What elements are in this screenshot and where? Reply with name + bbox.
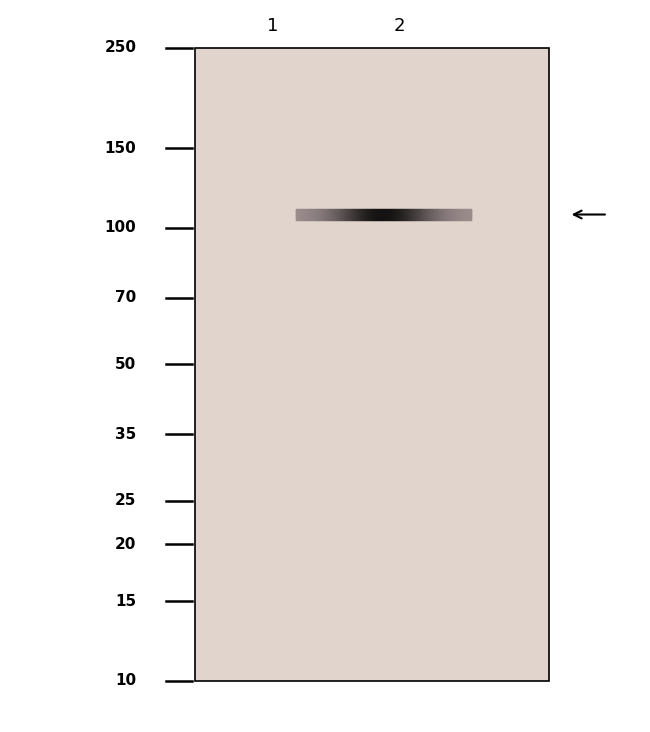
Text: 2: 2 [394, 17, 406, 34]
Text: 25: 25 [115, 493, 136, 508]
Text: 20: 20 [115, 537, 136, 552]
Text: 150: 150 [105, 141, 136, 156]
Text: 35: 35 [115, 427, 136, 442]
Text: 10: 10 [116, 673, 136, 688]
Text: 15: 15 [116, 594, 136, 608]
Bar [195, 48, 549, 681]
Text: 1: 1 [267, 17, 279, 34]
Text: 100: 100 [105, 220, 136, 235]
Text: 250: 250 [105, 40, 136, 55]
Text: 70: 70 [115, 291, 136, 305]
Text: 50: 50 [115, 356, 136, 372]
